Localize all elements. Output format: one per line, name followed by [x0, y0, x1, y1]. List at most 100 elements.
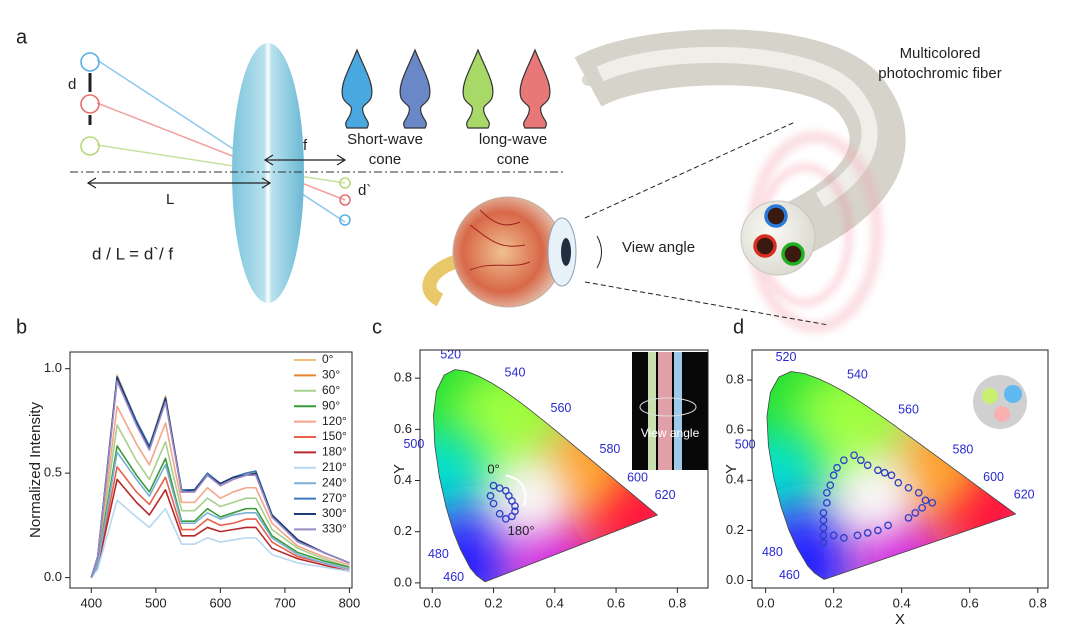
legend-label: 90° [322, 398, 340, 412]
lens [232, 43, 304, 303]
inset-dot [994, 406, 1010, 422]
series-line [90, 451, 350, 578]
fiber-label: Multicolored [900, 45, 981, 62]
x-tick-label: 0.6 [961, 595, 979, 610]
data-point [489, 481, 498, 490]
wavelength-label: 480 [762, 545, 783, 559]
x-tick-label: 700 [274, 595, 296, 610]
y-axis-label: Y [391, 464, 408, 474]
x-tick-label: 800 [339, 595, 361, 610]
data-point [486, 492, 495, 500]
locus-outline [433, 369, 659, 583]
inset-arrow [639, 397, 697, 417]
wavelength-label: 480 [428, 547, 449, 561]
data-point [819, 531, 828, 540]
angle-arc [596, 235, 602, 269]
inset-dot [1004, 385, 1022, 403]
cone-label: long-wave [479, 131, 547, 148]
view-line [584, 281, 829, 326]
y-tick-label: 0.4 [726, 472, 744, 487]
data-point [826, 481, 835, 490]
legend-label: 330° [322, 522, 347, 536]
wavelength-label: 600 [983, 470, 1004, 484]
wavelength-label: 560 [551, 401, 572, 415]
wavelength-label: 560 [898, 402, 919, 416]
y-tick-label: 0.8 [726, 372, 744, 387]
iris [561, 238, 571, 266]
data-point [921, 496, 930, 505]
data-point [508, 512, 516, 521]
annotation: 180° [508, 523, 535, 538]
y-tick-label: 0.0 [394, 574, 412, 589]
cone-label: Short-wave [347, 131, 423, 148]
wavelength-label: 460 [779, 568, 800, 582]
data-point [928, 498, 937, 507]
data-point [863, 461, 872, 470]
label-d-prime: d` [358, 182, 371, 199]
core [781, 242, 805, 266]
core [764, 204, 788, 228]
legend-label: 180° [322, 445, 347, 459]
y-axis-label: Y [723, 464, 740, 474]
inset-label: View angle [641, 426, 700, 440]
legend-label: 300° [322, 506, 347, 520]
data-point [495, 509, 504, 518]
wavelength-label: 520 [776, 350, 797, 364]
legend-label: 120° [322, 414, 347, 428]
optic-nerve [422, 255, 458, 307]
y-tick-label: 0.8 [394, 370, 412, 385]
data-point [850, 451, 858, 460]
data-point [894, 478, 903, 487]
y-tick-label: 0.0 [44, 569, 62, 584]
x-tick-label: 500 [145, 595, 167, 610]
plot-frame [419, 349, 709, 589]
view-angle-label: View angle [622, 239, 695, 256]
data-point [819, 516, 828, 525]
legend-label: 30° [322, 368, 340, 382]
data-point [911, 508, 920, 517]
series-line [90, 466, 350, 578]
wavelength-label: 500 [403, 437, 424, 451]
inset-stripe [674, 352, 682, 470]
annotation: 0° [487, 462, 499, 477]
legend-label: 240° [322, 475, 347, 489]
data-point [501, 515, 510, 523]
y-tick-label: 0.2 [394, 523, 412, 538]
x-tick-label: 0.0 [757, 595, 775, 610]
data-point [823, 488, 831, 497]
data-point [884, 521, 892, 530]
x-tick-label: 0.2 [484, 595, 502, 610]
inset-stripe [658, 352, 672, 470]
wavelength-label: 580 [953, 443, 974, 457]
gamut-blob [490, 458, 571, 539]
data-point [829, 531, 838, 540]
data-point [489, 499, 498, 508]
data-point [874, 526, 882, 535]
series-line [90, 380, 350, 578]
series-line [90, 478, 350, 578]
inset-stripe [648, 352, 656, 470]
x-tick-label: 400 [80, 595, 102, 610]
data-point [819, 508, 828, 517]
fiber-label: photochromic fiber [878, 65, 1001, 82]
wavelength-label: 540 [847, 367, 868, 381]
panel-a: a d f L d` d / L = d`/ f S [16, 26, 1002, 333]
x-tick-label: 0.4 [893, 595, 911, 610]
data-point [874, 466, 882, 475]
data-point [918, 503, 926, 512]
cone-label: cone [369, 151, 402, 168]
data-point [495, 484, 504, 493]
data-point [823, 498, 831, 507]
label-L: L [166, 191, 174, 208]
cones [341, 48, 551, 129]
data-point [887, 471, 896, 480]
legend-label: 210° [322, 460, 347, 474]
plot-frame [751, 349, 1049, 589]
y-tick-label: 0.6 [726, 422, 744, 437]
view-line [584, 121, 796, 219]
wavelength-label: 600 [627, 470, 648, 484]
series-line [90, 445, 350, 578]
ray [96, 102, 346, 201]
data-point [840, 534, 848, 542]
